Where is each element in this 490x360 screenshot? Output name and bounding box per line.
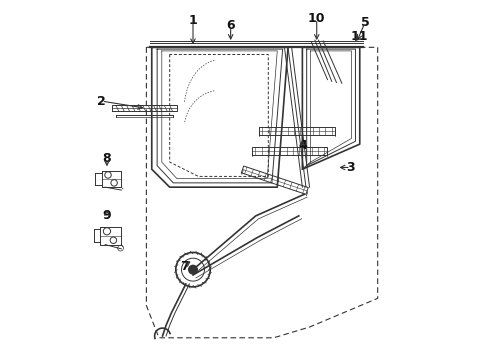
Text: 4: 4	[298, 139, 307, 152]
Text: 5: 5	[361, 16, 369, 29]
Circle shape	[189, 265, 197, 274]
Text: 1: 1	[189, 14, 197, 27]
Text: 3: 3	[346, 161, 355, 174]
Text: 6: 6	[226, 19, 235, 32]
Text: 7: 7	[180, 260, 189, 273]
Text: 10: 10	[308, 12, 325, 25]
Text: 8: 8	[102, 152, 111, 165]
Text: 9: 9	[102, 210, 111, 222]
Text: 11: 11	[351, 30, 368, 43]
Text: 2: 2	[97, 95, 106, 108]
